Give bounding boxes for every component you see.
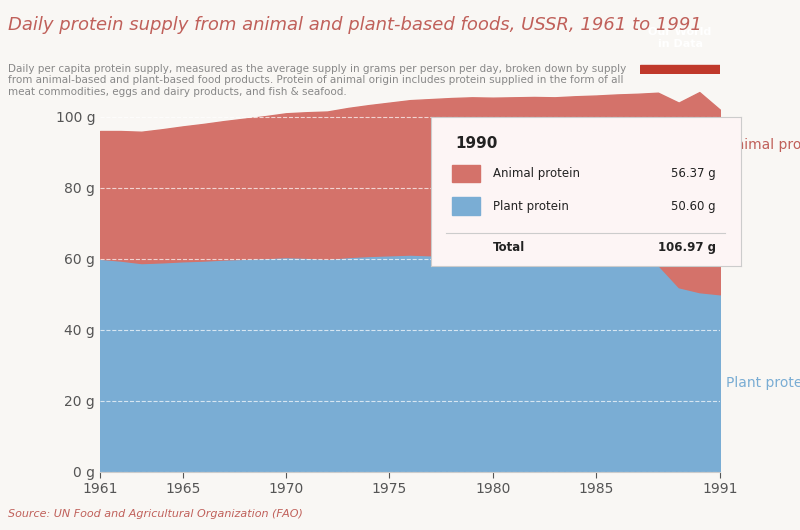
- Text: Source: UN Food and Agricultural Organization (FAO): Source: UN Food and Agricultural Organiz…: [8, 509, 303, 519]
- Bar: [640, 65, 720, 74]
- Text: Animal protein: Animal protein: [726, 138, 800, 152]
- Text: Plant protein: Plant protein: [726, 376, 800, 390]
- Text: Total: Total: [493, 242, 525, 254]
- Text: 1990: 1990: [455, 136, 498, 151]
- Text: Plant protein: Plant protein: [493, 200, 569, 213]
- Bar: [452, 197, 480, 215]
- Text: Our World
in Data: Our World in Data: [648, 27, 712, 49]
- Text: 106.97 g: 106.97 g: [658, 242, 716, 254]
- Text: Daily protein supply from animal and plant-based foods, USSR, 1961 to 1991: Daily protein supply from animal and pla…: [8, 16, 702, 34]
- Text: Animal protein: Animal protein: [493, 167, 580, 180]
- Bar: [452, 164, 480, 182]
- Text: Daily per capita protein supply, measured as the average supply in grams per per: Daily per capita protein supply, measure…: [8, 64, 626, 97]
- Text: 56.37 g: 56.37 g: [671, 167, 716, 180]
- Text: 50.60 g: 50.60 g: [671, 200, 716, 213]
